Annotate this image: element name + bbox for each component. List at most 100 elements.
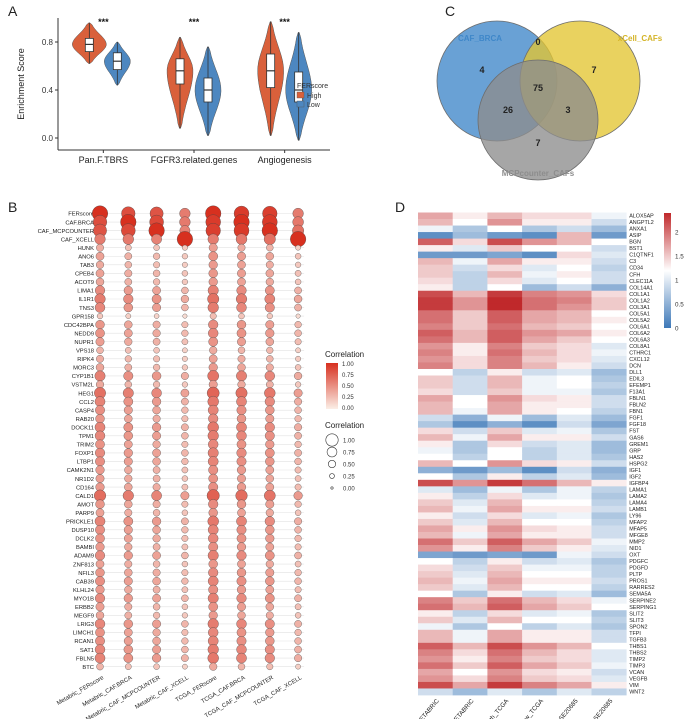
dot [265, 252, 274, 261]
heatmap-cell [556, 414, 592, 422]
dot [152, 525, 161, 534]
dot [124, 560, 133, 568]
heatmap-cell [452, 323, 488, 331]
row-label: LY96 [629, 514, 641, 520]
heatmap-cell [556, 421, 592, 429]
heatmap-cell [556, 258, 592, 266]
dot [208, 610, 218, 620]
dot [181, 603, 189, 610]
heatmap-cell [452, 219, 488, 226]
dot [294, 637, 302, 645]
row-label: VCAN [629, 670, 644, 676]
dot [294, 603, 302, 611]
heatmap-cell [452, 492, 488, 500]
dot [236, 456, 247, 467]
dot [153, 363, 161, 371]
heatmap-cell [418, 297, 454, 305]
venn-set-label: xCell_CAFs [618, 34, 663, 43]
dot [294, 397, 302, 406]
heatmap-cell [591, 577, 627, 585]
dot [152, 653, 162, 663]
heatmap-cell [418, 277, 454, 285]
dot [153, 244, 160, 251]
row-label: ACOT9 [75, 280, 94, 286]
heatmap-cell [591, 681, 627, 689]
dot [96, 346, 104, 354]
row-label: ADAM9 [74, 554, 94, 560]
heatmap-cell [487, 316, 523, 324]
heatmap-cell [522, 310, 558, 318]
heatmap-cell [556, 447, 592, 455]
dot [236, 567, 247, 578]
heatmap-cell [487, 388, 523, 396]
dot [295, 313, 301, 319]
dot [236, 585, 247, 595]
heatmap-cell [522, 388, 558, 396]
dot [264, 644, 275, 655]
heatmap-cell [487, 453, 523, 461]
dot [152, 466, 161, 474]
row-label: NID1 [629, 546, 641, 552]
row-label: F13A1 [629, 390, 645, 396]
heatmap-cell [452, 662, 488, 670]
heatmap-cell [452, 688, 488, 696]
heatmap-cell [452, 316, 488, 324]
heatmap-cell [556, 264, 592, 272]
dot [236, 430, 247, 441]
heatmap-cell [487, 603, 523, 611]
heatmap-cell [452, 675, 488, 683]
heatmap-cell [452, 649, 488, 657]
heatmap-cell [487, 655, 523, 663]
heatmap-cell [591, 564, 627, 572]
dot [124, 320, 133, 329]
dot [181, 415, 189, 423]
heatmap-cell [452, 545, 488, 552]
row-label: CAF.BRCA [65, 220, 94, 226]
heatmap-cell [452, 525, 488, 533]
dot [237, 268, 246, 278]
heatmap-cell [487, 271, 523, 279]
heatmap-cell [418, 518, 454, 526]
dot [153, 663, 160, 670]
heatmap-cell [487, 668, 523, 676]
heatmap-cell [452, 290, 488, 298]
heatmap-cell [452, 473, 488, 481]
dot [236, 396, 247, 407]
dot [238, 312, 245, 320]
heatmap-cell [556, 616, 592, 624]
dot [266, 346, 274, 354]
row-label: CLEC11A [629, 279, 653, 285]
size-legend-circle [329, 473, 335, 479]
heatmap-cell [556, 349, 592, 357]
dot [181, 364, 188, 371]
heatmap-cell [418, 434, 454, 442]
dot [95, 559, 105, 569]
dot [95, 414, 105, 424]
heatmap-cell [591, 545, 627, 552]
dot [152, 414, 161, 423]
dot [181, 543, 189, 551]
dot [152, 397, 162, 407]
column-label: High_TCGA [483, 697, 511, 719]
row-label: FGF1 [629, 416, 643, 422]
heatmap-cell [452, 531, 488, 539]
heatmap-cell [418, 649, 454, 657]
dot [151, 371, 162, 381]
dot [124, 585, 133, 594]
heatmap-cell [452, 342, 488, 350]
heatmap-cell [418, 362, 454, 370]
dot [294, 338, 302, 346]
dot [95, 499, 105, 509]
dot [207, 370, 219, 382]
dot [237, 251, 246, 261]
dot [151, 387, 162, 399]
row-label: ASIP [629, 233, 642, 239]
heatmap-cell [591, 329, 627, 337]
heatmap-cell [522, 551, 558, 559]
heatmap-cell [591, 473, 627, 481]
column-label: Metabric_FERscore [56, 675, 105, 707]
heatmap-cell [556, 571, 592, 579]
heatmap-cell [522, 629, 558, 637]
heatmap-cell [591, 636, 627, 644]
row-label: CALD1 [75, 494, 94, 500]
